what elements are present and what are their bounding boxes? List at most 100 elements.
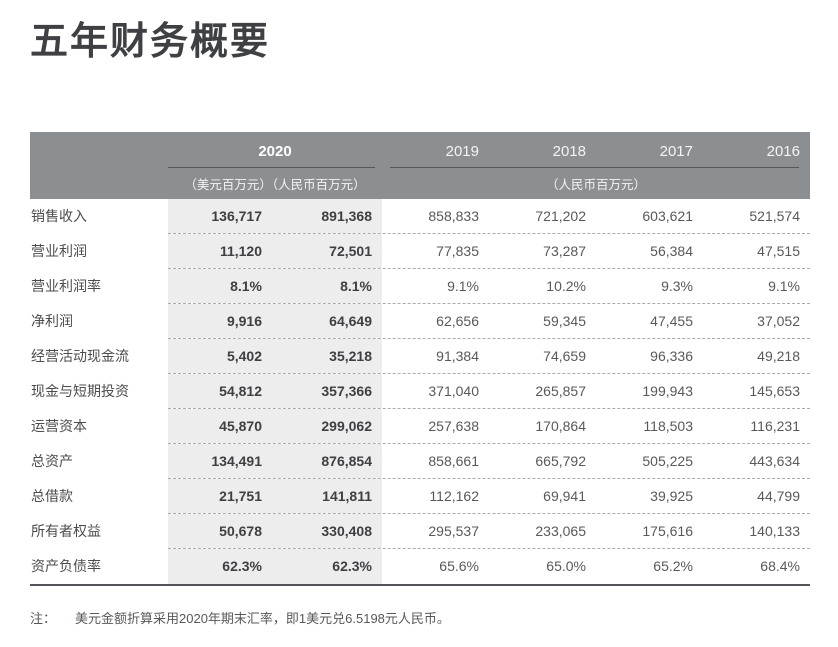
table-row: 经营活动现金流 5,402 35,218 91,384 74,659 96,33… <box>30 339 810 374</box>
table-row: 总借款 21,751 141,811 112,162 69,941 39,925… <box>30 479 810 514</box>
header-unit-row: （美元百万元）（人民币百万元） （人民币百万元） <box>30 167 810 199</box>
value-cell-2016: 47,515 <box>757 243 800 259</box>
value-cell-2017: 505,225 <box>642 453 693 469</box>
table-row: 总资产 134,491 876,854 858,661 665,792 505,… <box>30 444 810 479</box>
table-row: 营业利润 11,120 72,501 77,835 73,287 56,384 … <box>30 234 810 269</box>
table-row: 销售收入 136,717 891,368 858,833 721,202 603… <box>30 199 810 234</box>
value-cell-2017: 175,616 <box>642 523 693 539</box>
metric-label: 销售收入 <box>31 208 87 224</box>
value-cell-2019: 62,656 <box>436 313 479 329</box>
row-values: 9,916 64,649 62,656 59,345 47,455 37,052 <box>168 304 810 339</box>
unit-label-other-years: （人民币百万元） <box>545 177 646 192</box>
value-cell-usd-2020: 21,751 <box>168 479 272 513</box>
value-cell-2016: 140,133 <box>749 523 800 539</box>
value-cell-2018: 721,202 <box>535 208 586 224</box>
value-cell-2017: 118,503 <box>643 418 693 434</box>
row-values: 45,870 299,062 257,638 170,864 118,503 1… <box>168 409 810 444</box>
value-cell-usd-2020: 45,870 <box>168 409 272 443</box>
value-cell-2018: 265,857 <box>535 383 586 399</box>
table-row: 资产负债率 62.3% 62.3% 65.6% 65.0% 65.2% 68.4… <box>30 549 810 584</box>
value-cell-2019: 112,162 <box>429 488 479 504</box>
metric-label: 净利润 <box>31 313 73 329</box>
header-underline-years <box>390 167 799 168</box>
row-values: 62.3% 62.3% 65.6% 65.0% 65.2% 68.4% <box>168 549 810 584</box>
value-cell-rmb-2020: 876,854 <box>272 444 382 478</box>
row-values: 50,678 330,408 295,537 233,065 175,616 1… <box>168 514 810 549</box>
row-values: 11,120 72,501 77,835 73,287 56,384 47,51… <box>168 234 810 269</box>
value-cell-2019: 9.1% <box>447 278 479 294</box>
value-cell-2019: 371,040 <box>428 383 479 399</box>
value-cell-usd-2020: 9,916 <box>168 304 272 338</box>
value-cell-usd-2020: 5,402 <box>168 339 272 373</box>
table-row: 净利润 9,916 64,649 62,656 59,345 47,455 37… <box>30 304 810 339</box>
table-header: 2020 2019 2018 2017 2016 （美元百万元）（人民币百万元）… <box>30 132 810 199</box>
value-cell-2017: 65.2% <box>653 558 693 574</box>
value-cell-2018: 59,345 <box>543 313 586 329</box>
value-cell-usd-2020: 8.1% <box>168 269 272 303</box>
value-cell-usd-2020: 134,491 <box>168 444 272 478</box>
table-row: 营业利润率 8.1% 8.1% 9.1% 10.2% 9.3% 9.1% <box>30 269 810 304</box>
row-values: 5,402 35,218 91,384 74,659 96,336 49,218 <box>168 339 810 374</box>
metric-label: 总资产 <box>31 453 73 469</box>
value-cell-2016: 37,052 <box>757 313 800 329</box>
metric-label: 营业利润 <box>31 243 87 259</box>
value-cell-2017: 603,621 <box>642 208 693 224</box>
unit-label-2020: （美元百万元）（人民币百万元） <box>184 177 366 192</box>
value-cell-2018: 74,659 <box>543 348 586 364</box>
header-year-2019: 2019 <box>445 143 479 160</box>
value-cell-rmb-2020: 35,218 <box>272 339 382 373</box>
value-cell-2017: 9.3% <box>661 278 693 294</box>
value-cell-2017: 47,455 <box>650 313 693 329</box>
metric-label: 营业利润率 <box>31 278 101 294</box>
metric-label: 运营资本 <box>31 418 87 434</box>
value-cell-2017: 56,384 <box>650 243 693 259</box>
value-cell-usd-2020: 11,120 <box>168 234 272 268</box>
value-cell-2019: 257,638 <box>428 418 479 434</box>
header-year-2016: 2016 <box>766 143 800 160</box>
page-title: 五年财务概要 <box>30 21 271 63</box>
footnote-text: 美元金额折算采用2020年期末汇率，即1美元兑6.5198元人民币。 <box>75 611 450 626</box>
value-cell-2019: 858,833 <box>428 208 479 224</box>
row-values: 54,812 357,366 371,040 265,857 199,943 1… <box>168 374 810 409</box>
row-values: 134,491 876,854 858,661 665,792 505,225 … <box>168 444 810 479</box>
row-values: 136,717 891,368 858,833 721,202 603,621 … <box>168 199 810 234</box>
header-underline-2020 <box>168 167 375 168</box>
value-cell-2018: 69,941 <box>543 488 586 504</box>
five-year-financial-table: 2020 2019 2018 2017 2016 （美元百万元）（人民币百万元）… <box>30 132 810 586</box>
table-row: 所有者权益 50,678 330,408 295,537 233,065 175… <box>30 514 810 549</box>
value-cell-2018: 65.0% <box>546 558 586 574</box>
value-cell-rmb-2020: 62.3% <box>272 549 382 584</box>
table-row: 现金与短期投资 54,812 357,366 371,040 265,857 1… <box>30 374 810 409</box>
footnote-label: 注： <box>30 611 57 626</box>
value-cell-2016: 9.1% <box>768 278 800 294</box>
value-cell-2018: 170,864 <box>535 418 586 434</box>
row-values: 21,751 141,811 112,162 69,941 39,925 44,… <box>168 479 810 514</box>
table-row: 运营资本 45,870 299,062 257,638 170,864 118,… <box>30 409 810 444</box>
value-cell-2018: 73,287 <box>543 243 586 259</box>
value-cell-rmb-2020: 8.1% <box>272 269 382 303</box>
value-cell-usd-2020: 50,678 <box>168 514 272 548</box>
value-cell-usd-2020: 54,812 <box>168 374 272 408</box>
row-values: 8.1% 8.1% 9.1% 10.2% 9.3% 9.1% <box>168 269 810 304</box>
value-cell-2016: 49,218 <box>757 348 800 364</box>
header-year-2017: 2017 <box>659 143 693 160</box>
header-year-2018: 2018 <box>552 143 586 160</box>
value-cell-2018: 665,792 <box>535 453 586 469</box>
footnote: 注： 美元金额折算采用2020年期末汇率，即1美元兑6.5198元人民币。 <box>30 608 450 627</box>
metric-label: 现金与短期投资 <box>31 383 129 399</box>
metric-label: 经营活动现金流 <box>31 348 129 364</box>
value-cell-2016: 44,799 <box>757 488 800 504</box>
value-cell-2016: 145,653 <box>749 383 800 399</box>
value-cell-2019: 295,537 <box>428 523 479 539</box>
value-cell-usd-2020: 136,717 <box>168 199 272 233</box>
metric-label: 总借款 <box>31 488 73 504</box>
value-cell-2017: 96,336 <box>650 348 693 364</box>
value-cell-rmb-2020: 72,501 <box>272 234 382 268</box>
value-cell-2017: 39,925 <box>650 488 693 504</box>
value-cell-2019: 65.6% <box>439 558 479 574</box>
value-cell-rmb-2020: 64,649 <box>272 304 382 338</box>
value-cell-2016: 521,574 <box>749 208 800 224</box>
header-year-2020: 2020 <box>258 143 292 160</box>
value-cell-rmb-2020: 299,062 <box>272 409 382 443</box>
